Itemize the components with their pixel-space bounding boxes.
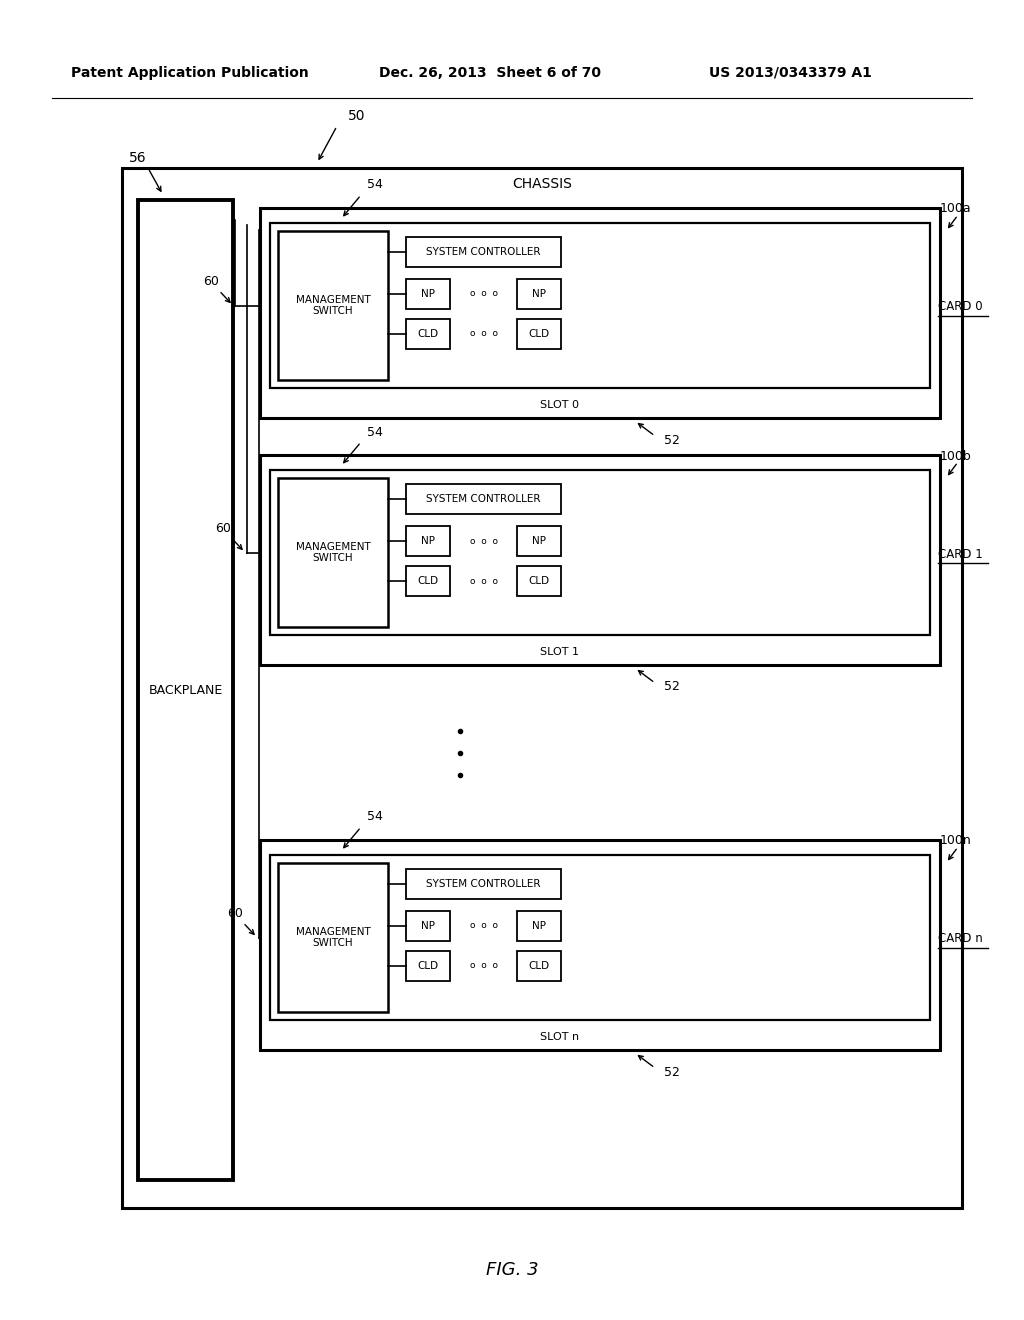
Bar — [406, 238, 561, 267]
Text: CARD n: CARD n — [938, 932, 983, 945]
Text: NP: NP — [532, 289, 546, 300]
Bar — [406, 869, 561, 899]
Text: o  o  o: o o o — [469, 330, 498, 338]
Bar — [517, 911, 561, 941]
Text: o  o  o: o o o — [469, 536, 498, 545]
Bar — [270, 470, 930, 635]
Bar — [517, 566, 561, 597]
Text: Patent Application Publication: Patent Application Publication — [71, 66, 309, 81]
Text: 60: 60 — [203, 275, 219, 288]
Text: 54: 54 — [367, 810, 383, 824]
Text: NP: NP — [421, 289, 435, 300]
Text: 60: 60 — [227, 907, 243, 920]
Bar — [260, 840, 940, 1049]
Text: MANAGEMENT
SWITCH: MANAGEMENT SWITCH — [296, 541, 371, 564]
Text: MANAGEMENT
SWITCH: MANAGEMENT SWITCH — [296, 294, 371, 317]
Bar — [406, 525, 450, 556]
Text: 52: 52 — [664, 1065, 680, 1078]
Bar — [517, 279, 561, 309]
Text: 100b: 100b — [940, 450, 972, 462]
Text: o  o  o: o o o — [469, 961, 498, 970]
Text: CARD 1: CARD 1 — [938, 548, 983, 561]
Text: 54: 54 — [367, 425, 383, 438]
Text: 60: 60 — [215, 521, 231, 535]
Bar — [270, 223, 930, 388]
Text: CLD: CLD — [418, 329, 438, 339]
Text: 100a: 100a — [940, 202, 972, 215]
Text: CLD: CLD — [528, 961, 550, 972]
Text: o  o  o: o o o — [469, 289, 498, 298]
Text: CLD: CLD — [418, 961, 438, 972]
Text: Dec. 26, 2013  Sheet 6 of 70: Dec. 26, 2013 Sheet 6 of 70 — [379, 66, 601, 81]
Bar — [278, 863, 388, 1012]
Text: 52: 52 — [664, 433, 680, 446]
Text: SYSTEM CONTROLLER: SYSTEM CONTROLLER — [426, 247, 541, 257]
Text: MANAGEMENT
SWITCH: MANAGEMENT SWITCH — [296, 927, 371, 948]
Text: o  o  o: o o o — [469, 921, 498, 931]
Bar — [260, 455, 940, 665]
Text: CLD: CLD — [528, 576, 550, 586]
Bar — [278, 478, 388, 627]
Text: o  o  o: o o o — [469, 577, 498, 586]
Text: 100n: 100n — [940, 834, 972, 847]
Bar — [138, 201, 233, 1180]
Text: NP: NP — [532, 536, 546, 546]
Bar — [406, 566, 450, 597]
Text: SLOT 0: SLOT 0 — [541, 400, 580, 411]
Text: FIG. 3: FIG. 3 — [485, 1261, 539, 1279]
Bar — [406, 484, 561, 513]
Text: 54: 54 — [367, 178, 383, 191]
Bar — [406, 319, 450, 348]
Bar — [278, 231, 388, 380]
Text: 56: 56 — [129, 150, 146, 165]
Bar — [270, 855, 930, 1020]
Text: CARD 0: CARD 0 — [938, 301, 983, 314]
Text: SLOT 1: SLOT 1 — [541, 647, 580, 657]
Text: 52: 52 — [664, 681, 680, 693]
Text: SYSTEM CONTROLLER: SYSTEM CONTROLLER — [426, 879, 541, 888]
Bar — [260, 209, 940, 418]
Bar — [122, 168, 962, 1208]
Text: SLOT n: SLOT n — [541, 1032, 580, 1041]
Text: CLD: CLD — [418, 576, 438, 586]
Text: CHASSIS: CHASSIS — [512, 177, 572, 191]
Text: NP: NP — [421, 921, 435, 931]
Bar — [406, 279, 450, 309]
Text: US 2013/0343379 A1: US 2013/0343379 A1 — [709, 66, 871, 81]
Bar — [517, 950, 561, 981]
Bar — [517, 319, 561, 348]
Bar — [517, 525, 561, 556]
Text: CLD: CLD — [528, 329, 550, 339]
Bar — [406, 911, 450, 941]
Text: 50: 50 — [348, 110, 366, 123]
Text: NP: NP — [532, 921, 546, 931]
Text: NP: NP — [421, 536, 435, 546]
Bar — [406, 950, 450, 981]
Text: BACKPLANE: BACKPLANE — [148, 684, 222, 697]
Text: SYSTEM CONTROLLER: SYSTEM CONTROLLER — [426, 494, 541, 504]
